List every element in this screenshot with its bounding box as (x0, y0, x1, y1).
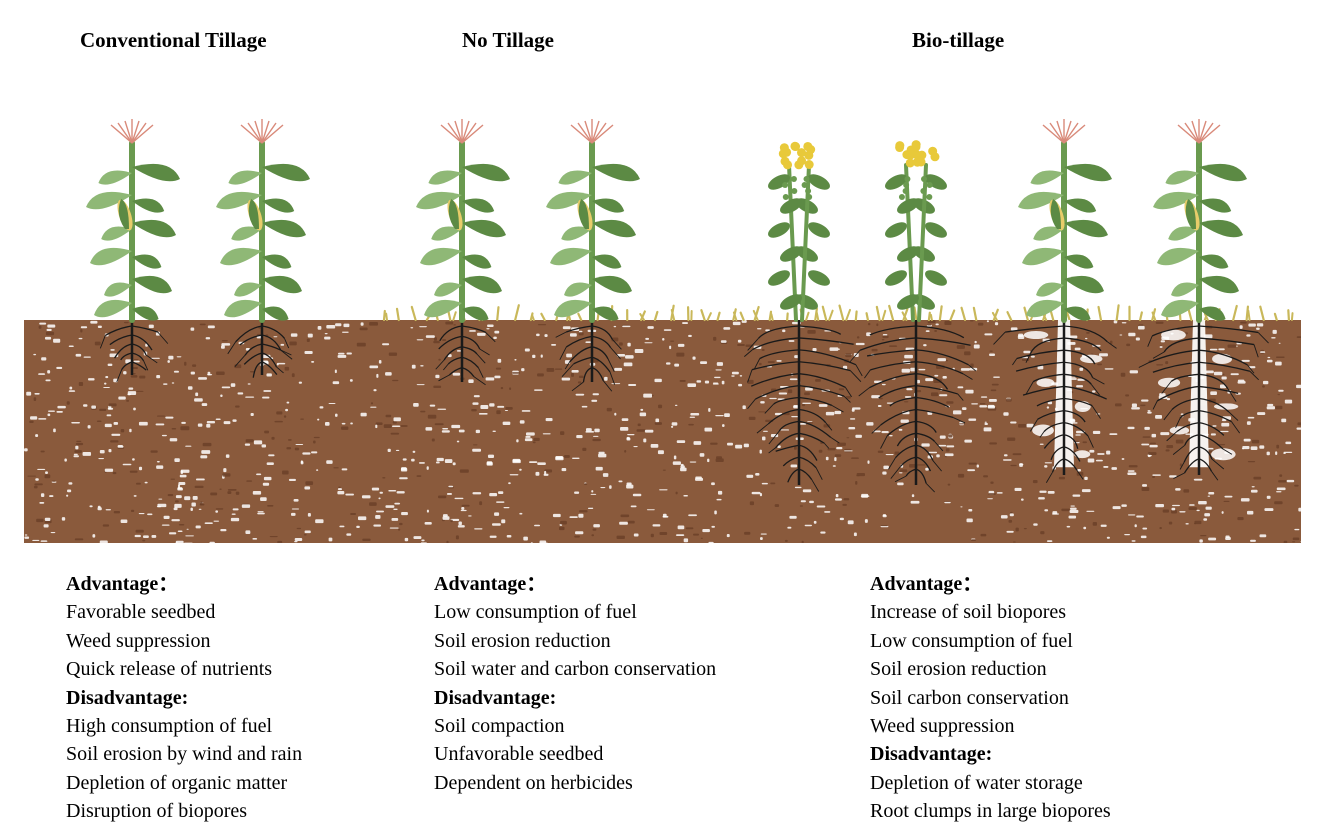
adv-item: Low consumption of fuel (870, 627, 1250, 655)
dis-item: Soil erosion by wind and rain (66, 740, 406, 768)
adv-item: Soil erosion reduction (434, 627, 834, 655)
col-conventional: Advantage： Favorable seedbed Weed suppre… (66, 570, 406, 826)
dis-item: Soil compaction (434, 712, 834, 740)
adv-item: Low consumption of fuel (434, 598, 834, 626)
adv-heading: Advantage： (870, 570, 1250, 598)
titles-row: Conventional Tillage No Tillage Bio-till… (0, 0, 1322, 28)
dis-item: Unfavorable seedbed (434, 740, 834, 768)
title-conventional: Conventional Tillage (80, 28, 267, 53)
infographic-container: Conventional Tillage No Tillage Bio-till… (0, 0, 1322, 832)
adv-item: Favorable seedbed (66, 598, 406, 626)
dis-item: Disruption of biopores (66, 797, 406, 825)
adv-item: Soil erosion reduction (870, 655, 1250, 683)
adv-item: Soil water and carbon conservation (434, 655, 834, 683)
dis-item: High consumption of fuel (66, 712, 406, 740)
col-bio-tillage: Advantage： Increase of soil biopores Low… (870, 570, 1250, 826)
adv-heading: Advantage： (434, 570, 834, 598)
col-no-tillage: Advantage： Low consumption of fuel Soil … (434, 570, 834, 797)
diagram-svg (24, 65, 1301, 543)
adv-heading: Advantage： (66, 570, 406, 598)
adv-item: Weed suppression (66, 627, 406, 655)
dis-item: Depletion of water storage (870, 769, 1250, 797)
adv-item: Soil carbon conservation (870, 684, 1250, 712)
dis-heading: Disadvantage: (870, 740, 1250, 768)
dis-item: Depletion of organic matter (66, 769, 406, 797)
dis-item: Root clumps in large biopores (870, 797, 1250, 825)
title-no-tillage: No Tillage (462, 28, 554, 53)
adv-item: Weed suppression (870, 712, 1250, 740)
dis-heading: Disadvantage: (434, 684, 834, 712)
adv-item: Quick release of nutrients (66, 655, 406, 683)
title-bio-tillage: Bio-tillage (912, 28, 1004, 53)
dis-item: Dependent on herbicides (434, 769, 834, 797)
dis-heading: Disadvantage: (66, 684, 406, 712)
adv-item: Increase of soil biopores (870, 598, 1250, 626)
